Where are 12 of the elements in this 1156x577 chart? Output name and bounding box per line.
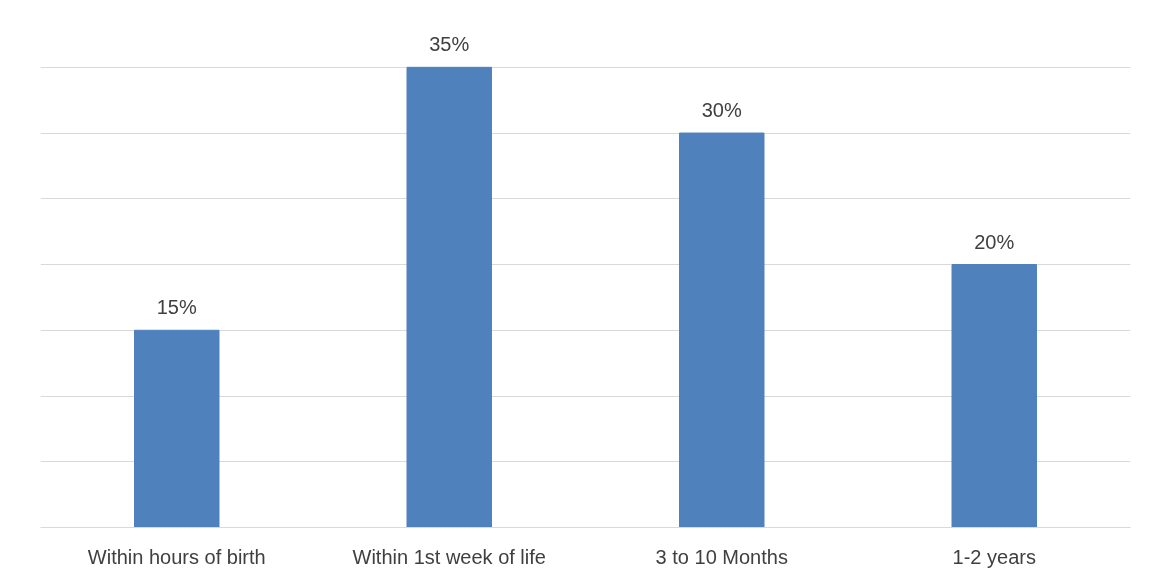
x-tick-label: 1-2 years <box>952 545 1036 568</box>
data-label: 20% <box>974 230 1015 253</box>
x-tick-label: Within 1st week of life <box>352 545 546 568</box>
bar <box>134 329 220 528</box>
data-label: 30% <box>701 99 742 122</box>
bar <box>406 66 492 528</box>
x-tick-label: Within hours of birth <box>87 545 266 568</box>
data-label: 15% <box>156 296 197 319</box>
data-label: 35% <box>429 33 470 56</box>
bar <box>951 264 1037 528</box>
x-tick-label: 3 to 10 Months <box>655 545 788 568</box>
bar <box>679 132 765 528</box>
